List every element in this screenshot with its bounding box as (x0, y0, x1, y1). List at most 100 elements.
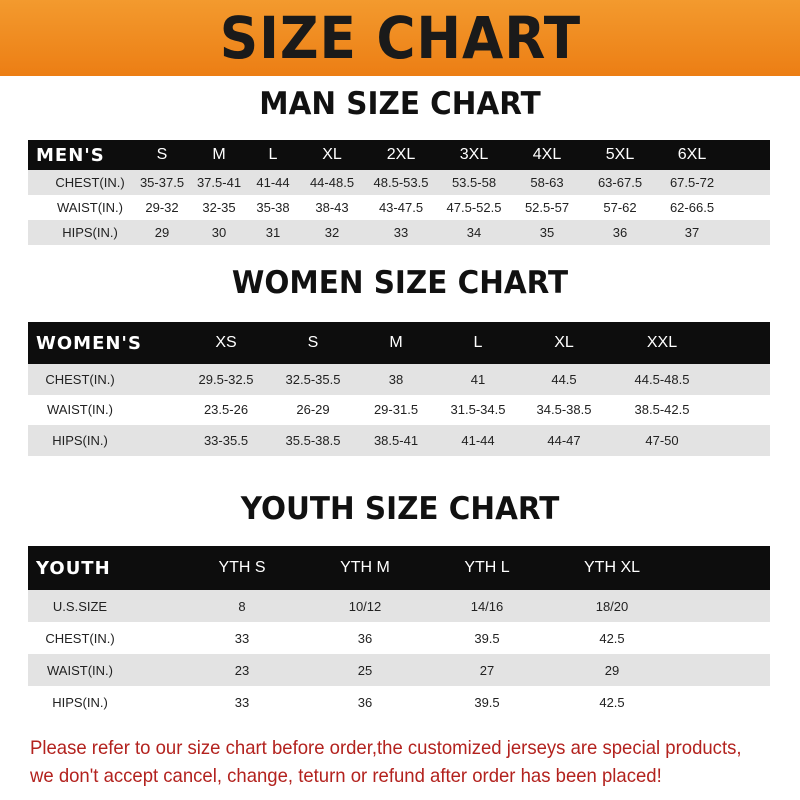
size-column-header: XXL (646, 334, 678, 351)
measurement-cell: 63-67.5 (597, 175, 643, 190)
measurement-cell: 29-32 (145, 200, 179, 215)
measurement-cell: 25 (357, 662, 373, 678)
measurement-cell: 29.5-32.5 (198, 371, 254, 387)
row-label: HIPS(IN.) (62, 225, 118, 240)
row-label: WAIST(IN.) (57, 200, 123, 215)
row-label: HIPS(IN.) (52, 694, 108, 710)
measurement-cell: 62-66.5 (669, 200, 715, 215)
table-header-row: YOUTH YTH S YTH M YTH L YTH XL (28, 546, 770, 590)
measurement-cell: 23 (234, 662, 250, 678)
measurement-cell: 36 (357, 630, 373, 646)
size-column-header: YTH S (218, 559, 266, 576)
table-header-label: MEN'S (36, 144, 105, 166)
table-row: CHEST(IN.) 29.5-32.5 32.5-35.5 38 41 44.5 44.5… (28, 364, 770, 395)
size-column-header: L (473, 334, 483, 351)
size-column-header: 6XL (677, 146, 707, 163)
size-column-header: 4XL (532, 146, 562, 163)
size-column-header: 2XL (386, 146, 416, 163)
table-row: HIPS(IN.) 33 36 39.5 42.5 (28, 686, 770, 718)
measurement-cell: 58-63 (530, 175, 564, 190)
measurement-cell: 33-35.5 (203, 432, 249, 448)
measurement-cell: 29 (154, 225, 170, 240)
measurement-cell: 52.5-57 (524, 200, 570, 215)
table-row: WAIST(IN.) 23.5-26 26-29 29-31.5 31.5-34.5 34… (28, 395, 770, 426)
page-title: SIZE CHART (219, 4, 581, 72)
measurement-cell: 47-50 (645, 432, 679, 448)
measurement-cell: 32-35 (202, 200, 236, 215)
row-label: WAIST(IN.) (47, 402, 113, 418)
measurement-cell: 48.5-53.5 (373, 175, 429, 190)
row-label: CHEST(IN.) (45, 630, 115, 646)
size-column-header: XL (322, 146, 342, 163)
size-column-header: YTH M (340, 559, 390, 576)
measurement-cell: 30 (211, 225, 227, 240)
measurement-cell: 35-37.5 (139, 175, 185, 190)
measurement-cell: 53.5-58 (451, 175, 497, 190)
measurement-cell: 42.5 (599, 694, 625, 710)
measurement-cell: 18/20 (595, 598, 629, 614)
measurement-cell: 41 (470, 371, 486, 387)
measurement-cell: 38 (388, 371, 404, 387)
men-heading: MAN SIZE CHART (259, 86, 541, 122)
size-column-header: XS (215, 334, 237, 351)
measurement-cell: 39.5 (474, 630, 500, 646)
measurement-cell: 29-31.5 (373, 402, 419, 418)
measurement-cell: 38-43 (315, 200, 349, 215)
measurement-cell: 37 (684, 225, 700, 240)
table-header-label: YOUTH (36, 557, 111, 579)
measurement-cell: 10/12 (348, 598, 382, 614)
table-header-row: WOMEN'S XS S M L XL XXL (28, 322, 770, 364)
table-row: WAIST(IN.) 23 25 27 29 (28, 654, 770, 686)
size-column-header: L (268, 146, 278, 163)
measurement-cell: 44-47 (547, 432, 581, 448)
measurement-cell: 43-47.5 (378, 200, 424, 215)
size-column-header: XL (554, 334, 574, 351)
measurement-cell: 27 (479, 662, 495, 678)
measurement-cell: 33 (393, 225, 409, 240)
size-column-header: 3XL (459, 146, 489, 163)
measurement-cell: 38.5-42.5 (634, 402, 690, 418)
measurement-cell: 35.5-38.5 (285, 432, 341, 448)
youth-size-table: YOUTH YTH S YTH M YTH L YTH XL U.S.SIZE 8 10/12… (28, 546, 770, 718)
measurement-cell: 44.5 (551, 371, 577, 387)
size-column-header: 5XL (605, 146, 635, 163)
measurement-cell: 36 (357, 694, 373, 710)
size-column-header: S (156, 146, 168, 163)
measurement-cell: 23.5-26 (203, 402, 249, 418)
measurement-cell: 32.5-35.5 (285, 371, 341, 387)
table-row: HIPS(IN.) 33-35.5 35.5-38.5 38.5-41 41-44 44-… (28, 425, 770, 456)
measurement-cell: 31.5-34.5 (450, 402, 506, 418)
title-banner: SIZE CHART (0, 0, 800, 76)
measurement-cell: 34.5-38.5 (536, 402, 592, 418)
measurement-cell: 67.5-72 (669, 175, 715, 190)
measurement-cell: 35 (539, 225, 555, 240)
measurement-cell: 41-44 (256, 175, 290, 190)
table-row: HIPS(IN.) 29 30 31 32 33 34 35 36 37 (28, 220, 770, 245)
row-label: CHEST(IN.) (55, 175, 125, 190)
measurement-cell: 47.5-52.5 (446, 200, 502, 215)
size-column-header: S (307, 334, 319, 351)
measurement-cell: 35-38 (256, 200, 290, 215)
row-label: CHEST(IN.) (45, 371, 115, 387)
measurement-cell: 31 (265, 225, 281, 240)
row-label: U.S.SIZE (52, 598, 108, 614)
measurement-cell: 41-44 (461, 432, 495, 448)
measurement-cell: 37.5-41 (196, 175, 242, 190)
measurement-cell: 8 (238, 598, 246, 614)
measurement-cell: 34 (466, 225, 482, 240)
measurement-cell: 32 (324, 225, 340, 240)
table-row: CHEST(IN.) 35-37.5 37.5-41 41-44 44-48.5 48.5… (28, 170, 770, 195)
measurement-cell: 42.5 (599, 630, 625, 646)
measurement-cell: 36 (612, 225, 628, 240)
table-row: U.S.SIZE 8 10/12 14/16 18/20 (28, 590, 770, 622)
measurement-cell: 39.5 (474, 694, 500, 710)
size-column-header: M (389, 334, 403, 351)
youth-heading: YOUTH SIZE CHART (240, 491, 560, 527)
row-label: HIPS(IN.) (52, 432, 108, 448)
size-column-header: YTH XL (583, 559, 641, 576)
women-heading: WOMEN SIZE CHART (231, 265, 569, 301)
row-label: WAIST(IN.) (47, 662, 113, 678)
measurement-cell: 44.5-48.5 (634, 371, 690, 387)
table-header-label: WOMEN'S (36, 332, 142, 354)
order-notice: Please refer to our size chart before or… (30, 737, 742, 787)
